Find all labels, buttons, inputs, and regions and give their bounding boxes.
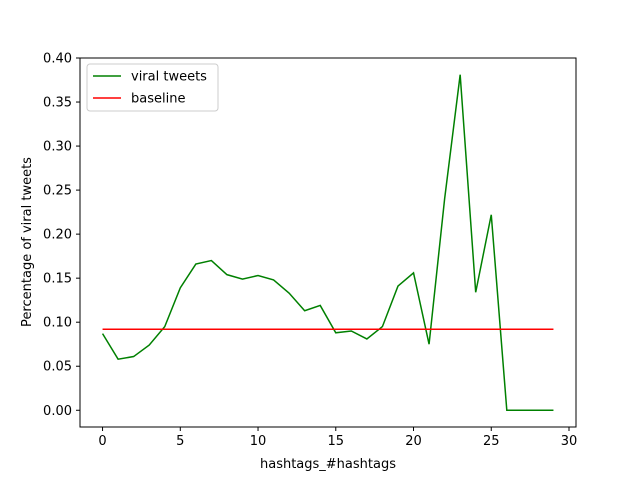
y-tick-label: 0.00 — [43, 404, 72, 419]
y-tick-label: 0.20 — [43, 228, 72, 243]
y-axis-label: Percentage of viral tweets — [20, 157, 35, 327]
y-tick-label: 0.35 — [43, 96, 72, 111]
legend: viral tweets baseline — [86, 63, 219, 112]
x-tick-label: 5 — [176, 434, 184, 449]
x-axis: 0 5 10 15 20 25 30 — [98, 427, 577, 449]
y-tick-label: 0.10 — [43, 316, 72, 331]
y-tick-label: 0.30 — [43, 140, 72, 155]
y-axis: 0.00 0.05 0.10 0.15 0.20 0.25 0.30 0.35 0.40 — [43, 52, 80, 419]
legend-label-1: viral tweets — [131, 70, 207, 85]
y-tick-label: 0.40 — [43, 52, 72, 67]
x-tick-label: 10 — [250, 434, 267, 449]
plot-lines — [101, 74, 554, 412]
x-tick-label: 20 — [405, 434, 422, 449]
y-tick-label: 0.25 — [43, 184, 72, 199]
x-axis-label: hashtags_#hashtags — [260, 457, 396, 472]
series-line-1 — [101, 74, 554, 412]
x-tick-label: 15 — [328, 434, 345, 449]
y-tick-label: 0.15 — [43, 272, 72, 287]
y-tick-label: 0.05 — [43, 360, 72, 375]
x-tick-label: 0 — [98, 434, 106, 449]
legend-label-2: baseline — [131, 92, 185, 107]
plot-frame — [79, 57, 577, 428]
x-tick-label: 30 — [561, 434, 578, 449]
x-tick-label: 25 — [483, 434, 500, 449]
